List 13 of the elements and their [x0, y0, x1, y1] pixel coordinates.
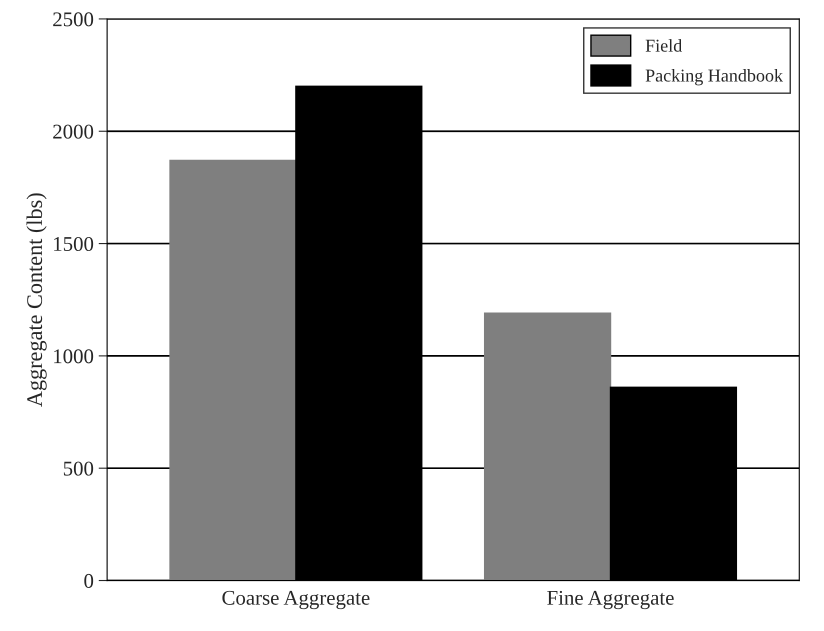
x-tick-label: Coarse Aggregate [222, 590, 370, 610]
bar [169, 160, 297, 581]
bar [484, 312, 612, 581]
legend-label: Field [646, 39, 682, 52]
legend-label: Packing Handbook [646, 68, 784, 86]
y-axis-title: Aggregate Content (lbs) [26, 193, 47, 407]
y-tick-label: 1500 [54, 236, 94, 251]
y-tick-label: 0 [84, 574, 94, 588]
y-tick-label: 2500 [53, 12, 94, 26]
y-tick-label: 2000 [53, 124, 94, 139]
y-tick-label: 1000 [54, 349, 94, 364]
y-tick-label: 500 [64, 462, 94, 476]
x-tick-label: Fine Aggregate [547, 590, 674, 610]
